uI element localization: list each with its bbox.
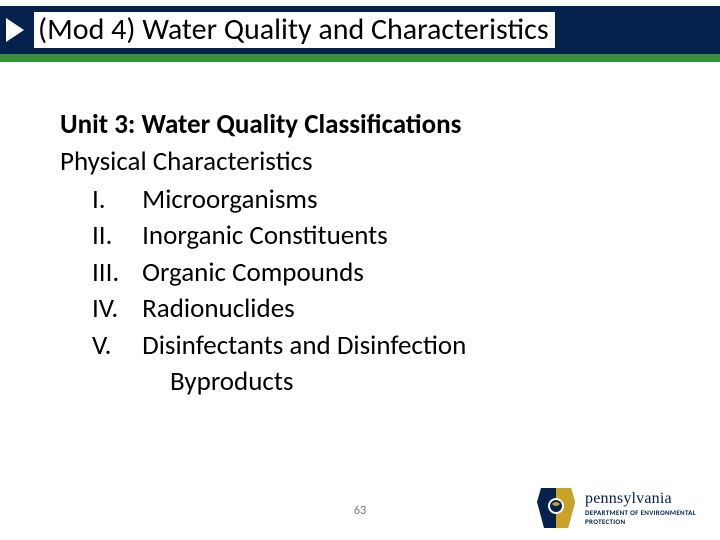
slide-title: (Mod 4) Water Quality and Characteristic… — [34, 12, 555, 48]
list-item: II. Inorganic Constituents — [92, 218, 680, 254]
item-text: Microorganisms — [142, 182, 680, 218]
logo-dept-line1: DEPARTMENT OF ENVIRONMENTAL — [585, 509, 696, 516]
item-continuation: Byproducts — [170, 364, 680, 400]
title-bar-blue: (Mod 4) Water Quality and Characteristic… — [0, 6, 720, 54]
item-number: II. — [92, 218, 136, 254]
item-number: IV. — [92, 291, 136, 327]
logo-dept-line2: PROTECTION — [585, 518, 696, 525]
item-text: Inorganic Constituents — [142, 218, 680, 254]
title-bar-green — [0, 54, 720, 62]
item-text: Disinfectants and Disinfection — [142, 328, 680, 364]
item-text: Organic Compounds — [142, 255, 680, 291]
footer-logo: pennsylvania DEPARTMENT OF ENVIRONMENTAL… — [535, 486, 696, 530]
outline-list: I. Microorganisms II. Inorganic Constitu… — [92, 182, 680, 401]
content-area: Unit 3: Water Quality Classifications Ph… — [60, 108, 680, 401]
list-item: V. Disinfectants and Disinfection — [92, 328, 680, 364]
logo-state-name: pennsylvania — [585, 491, 696, 507]
arrow-icon — [6, 18, 24, 42]
unit-title: Unit 3: Water Quality Classifications — [60, 108, 680, 141]
item-text: Radionuclides — [142, 291, 680, 327]
list-item: IV. Radionuclides — [92, 291, 680, 327]
logo-text: pennsylvania DEPARTMENT OF ENVIRONMENTAL… — [585, 491, 696, 525]
keystone-icon — [535, 486, 577, 530]
slide: (Mod 4) Water Quality and Characteristic… — [0, 0, 720, 540]
item-number: V. — [92, 328, 136, 364]
title-bar: (Mod 4) Water Quality and Characteristic… — [0, 6, 720, 62]
item-number: III. — [92, 255, 136, 291]
list-item: I. Microorganisms — [92, 182, 680, 218]
item-number: I. — [92, 182, 136, 218]
subtitle: Physical Characteristics — [60, 145, 680, 178]
list-item: III. Organic Compounds — [92, 255, 680, 291]
